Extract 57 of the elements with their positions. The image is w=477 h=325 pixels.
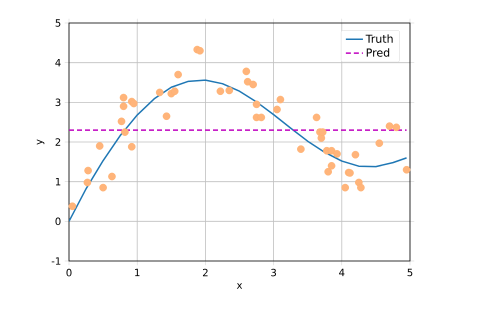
x-tick-label: 3 <box>271 268 276 276</box>
point <box>128 142 136 151</box>
point <box>120 102 128 110</box>
x-tick-label: 0 <box>66 268 72 276</box>
y-axis-title: y <box>36 139 44 145</box>
point <box>357 184 365 192</box>
point <box>376 139 384 147</box>
point <box>392 124 400 132</box>
point <box>273 106 281 114</box>
point <box>318 128 327 136</box>
y-tick-label: -1 <box>52 257 60 265</box>
point <box>196 46 204 55</box>
point <box>225 86 234 94</box>
point <box>386 122 394 130</box>
point <box>258 114 266 122</box>
point <box>96 142 104 150</box>
point <box>121 128 129 136</box>
point <box>84 166 92 174</box>
point <box>324 168 332 176</box>
point <box>328 146 336 155</box>
x-tick-label: 4 <box>339 268 344 276</box>
y-tick-label: 2 <box>56 138 60 146</box>
y-tick-label: 5 <box>56 19 60 27</box>
point <box>249 80 257 88</box>
point <box>216 87 224 96</box>
point <box>156 88 164 96</box>
x-tick-label: 1 <box>135 268 140 276</box>
point <box>99 184 107 192</box>
point <box>120 94 128 102</box>
x-axis-title: x <box>236 283 242 289</box>
point <box>352 150 360 158</box>
point <box>162 112 170 120</box>
point <box>276 96 284 104</box>
point <box>174 70 182 78</box>
point <box>252 100 260 108</box>
point <box>297 145 305 153</box>
point <box>318 134 326 142</box>
point <box>333 150 341 158</box>
legend-label: Pred <box>366 48 390 57</box>
y-tick-label: 4 <box>55 59 61 66</box>
point <box>312 114 320 122</box>
point <box>242 68 250 76</box>
point <box>402 166 410 174</box>
x-tick-label: 5 <box>408 268 412 276</box>
point <box>108 172 116 180</box>
point <box>328 162 336 170</box>
point <box>84 178 92 186</box>
point <box>68 202 76 210</box>
point <box>170 87 179 96</box>
legend-label: Truth <box>366 34 393 43</box>
point <box>341 184 350 192</box>
y-tick-label: 0 <box>55 218 61 226</box>
y-tick-label: 1 <box>56 178 60 186</box>
line-series <box>69 79 408 222</box>
point <box>118 118 126 126</box>
y-tick-label: 3 <box>56 98 60 106</box>
x-tick-label: 2 <box>202 268 208 276</box>
